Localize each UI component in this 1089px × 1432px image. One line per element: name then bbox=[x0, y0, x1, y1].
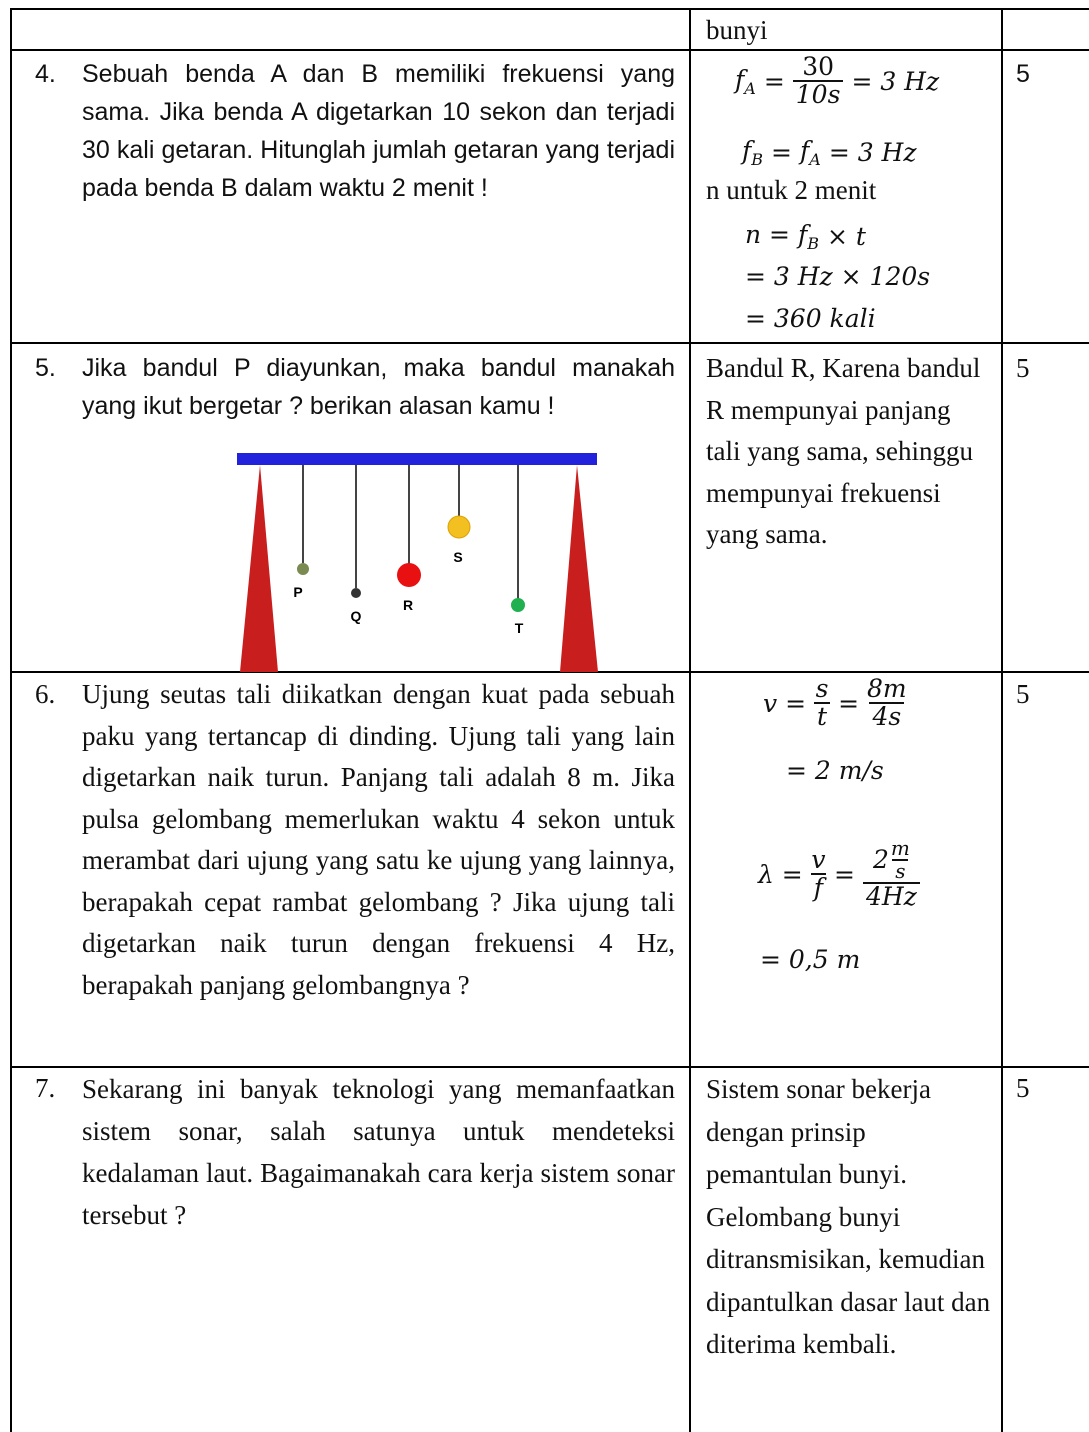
stand-leg bbox=[240, 465, 278, 672]
border bbox=[10, 342, 1089, 344]
bob-label: S bbox=[453, 549, 462, 565]
math-sub: A bbox=[744, 79, 756, 98]
numerator: 8m bbox=[867, 676, 907, 702]
numerator: v bbox=[811, 847, 825, 873]
bob bbox=[297, 563, 309, 575]
numerator: s bbox=[816, 676, 829, 702]
question-number: 4. bbox=[35, 55, 56, 93]
math-var: v = bbox=[763, 689, 806, 718]
score: 5 bbox=[1016, 1068, 1030, 1110]
math-rest: × t bbox=[827, 222, 866, 251]
bob-label: Q bbox=[351, 608, 362, 624]
score: 5 bbox=[1016, 55, 1030, 93]
bob-label: T bbox=[515, 620, 524, 636]
bob bbox=[511, 598, 525, 612]
math-eq: = bbox=[834, 860, 855, 889]
question: Ujung seutas tali diikatkan dengan kuat … bbox=[82, 674, 675, 1006]
formula: fB = fA = 3 Hz bbox=[742, 136, 917, 169]
formula: = 3 Hz × 120s bbox=[745, 262, 930, 291]
math-rest: = 3 Hz bbox=[851, 67, 939, 96]
math-eq: = bbox=[764, 67, 785, 96]
bob bbox=[397, 563, 421, 587]
numerator: m bbox=[891, 838, 910, 859]
denominator: 10s bbox=[793, 80, 844, 108]
math-var: f bbox=[800, 136, 809, 165]
question: Sebuah benda A dan B memiliki frekuensi … bbox=[82, 55, 675, 207]
question-number: 6. bbox=[35, 674, 55, 716]
math-eq: = bbox=[838, 689, 859, 718]
math-var: λ = bbox=[758, 860, 803, 889]
denominator: 4s bbox=[869, 702, 904, 730]
math-eq: = bbox=[771, 138, 792, 167]
bob-label: P bbox=[293, 584, 302, 600]
page: bunyi 4. Sebuah benda A dan B memiliki f… bbox=[0, 0, 1089, 1432]
denominator: t bbox=[814, 702, 830, 730]
denominator: s bbox=[892, 859, 908, 882]
bob bbox=[448, 516, 470, 538]
denominator: 4Hz bbox=[863, 882, 920, 910]
score: 5 bbox=[1016, 348, 1030, 390]
math-var: f bbox=[735, 65, 744, 94]
math-var: f bbox=[742, 136, 751, 165]
math-var: n = f bbox=[745, 220, 807, 249]
formula: = 360 kali bbox=[745, 304, 876, 333]
formula: = 2 m/s bbox=[786, 756, 884, 785]
formula: n = fB × t bbox=[745, 220, 866, 253]
formula: = 0,5 m bbox=[760, 945, 860, 974]
math-sub: A bbox=[809, 150, 821, 169]
border bbox=[689, 8, 691, 1432]
answer: Bandul R, Karena bandul R mempunyai panj… bbox=[706, 348, 991, 556]
question-number: 5. bbox=[35, 349, 56, 387]
math-rest: = 3 Hz bbox=[829, 138, 917, 167]
question: Sekarang ini banyak teknologi yang meman… bbox=[82, 1068, 675, 1236]
stand-bar bbox=[237, 453, 597, 465]
bob-label: R bbox=[403, 597, 413, 613]
stand-leg bbox=[560, 465, 598, 672]
bob bbox=[351, 588, 361, 598]
border bbox=[10, 8, 12, 1432]
score: 5 bbox=[1016, 674, 1030, 716]
numerator: 30 bbox=[802, 54, 834, 80]
numerator: 2 bbox=[873, 847, 889, 873]
answer-text: n untuk 2 menit bbox=[706, 175, 876, 206]
answer: bunyi bbox=[706, 10, 996, 52]
answer: Sistem sonar bekerja dengan prinsip pema… bbox=[706, 1068, 991, 1366]
math-sub: B bbox=[751, 150, 763, 169]
question: Jika bandul P diayunkan, maka bandul man… bbox=[82, 349, 675, 425]
pendulum-figure: P Q R S T bbox=[230, 445, 605, 672]
border bbox=[1001, 8, 1003, 1432]
math-sub: B bbox=[807, 234, 819, 253]
question-number: 7. bbox=[35, 1068, 55, 1110]
denominator: f bbox=[811, 873, 826, 901]
